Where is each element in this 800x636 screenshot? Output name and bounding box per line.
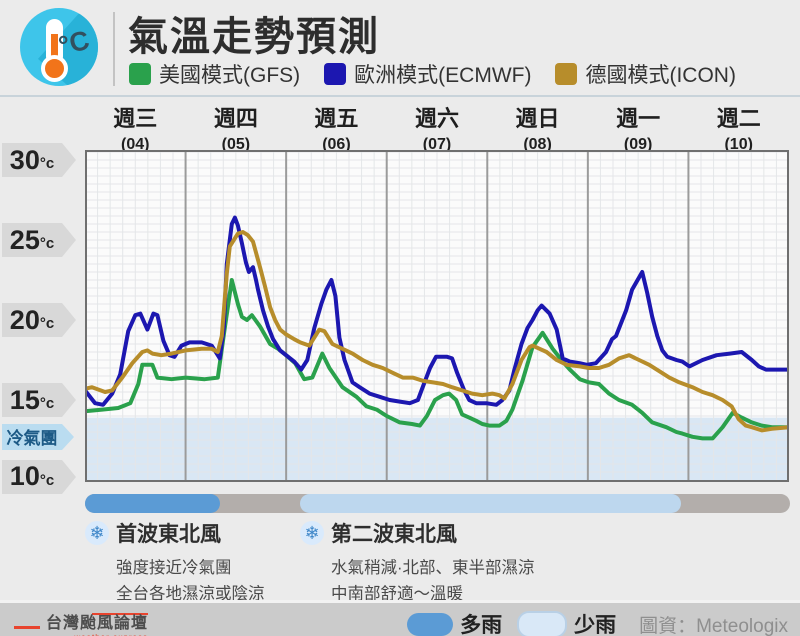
y-axis-tick-label: 25 °c [2,223,76,257]
annotation-body: 強度接近冷氣團 全台各地濕涼或陰涼 [116,556,265,607]
rain-legend: 多雨 少雨 圖資：Meteologix [407,609,788,636]
model-legend: 美國模式(GFS) 歐洲模式(ECMWF) 德國模式(ICON) [129,59,736,89]
day-date: (07) [422,136,452,153]
logo-dash [14,625,40,629]
day-label: 週五 (06) [286,101,387,154]
icon-model-label: 德國模式(ICON) [585,64,736,87]
cold-air-mass-label: 冷氣團 [2,423,74,450]
day-date: (06) [322,136,351,153]
day-name: 週六 [414,106,459,131]
day-label: 週六 (07) [387,101,488,154]
annotation-line: 全台各地濕涼或陰涼 [116,584,265,603]
annotation-title: ❄ 第二波東北風 [300,518,535,548]
snowflake-icon: ❄ [85,521,109,545]
ecmwf-swatch [324,63,347,85]
rain-light-bar [300,494,682,513]
heavy-rain-label: 多雨 [460,614,503,636]
logo-sub-text: weather express [74,633,148,636]
day-label: 週日 (08) [487,101,588,154]
day-name: 週五 [314,106,359,131]
gfs-line [85,278,789,441]
rain-heavy-bar [85,494,220,513]
light-rain-label: 少雨 [574,614,617,636]
day-date: (08) [523,136,552,153]
day-name: 週三 [113,106,158,131]
annotation-body: 水氣稍減·北部、東半部濕涼 中南部舒適～溫暖 [331,556,535,607]
legend-item-icon-model: 德國模式(ICON) [555,59,736,89]
page-title: 氣溫走勢預測 [128,15,380,59]
annotation-title-text: 第二波東北風 [331,523,457,546]
taiwan-typhoon-forum-logo: 台灣颱風論壇 weather express [14,613,149,636]
icon-line [85,230,789,433]
light-rain-pill [517,610,568,636]
day-name: 週四 [213,106,258,131]
day-date: (04) [121,136,150,153]
thermometer-bulb [41,55,68,82]
day-label: 週三 (04) [85,101,186,154]
thermometer-icon: °C [20,8,98,86]
snowflake-icon: ❄ [300,521,324,545]
header-rule [0,95,800,97]
logo-text: 台灣颱風論壇 weather express [46,613,149,636]
gfs-label: 美國模式(GFS) [159,64,301,87]
day-label: 週二 (10) [688,101,789,154]
annotation-line: 強度接近冷氣團 [116,559,232,577]
y-axis-tick-label: 20 °c [2,303,76,337]
y-axis-tick-label: 30 °c [2,143,76,177]
logo-main-text: 台灣颱風論壇 [46,615,149,632]
day-label: 週一 (09) [588,101,689,154]
day-date: (05) [221,136,251,153]
footer-bar: 台灣颱風論壇 weather express 多雨 少雨 圖資：Meteolog… [0,600,800,636]
day-name: 週一 [616,106,661,131]
gfs-swatch [129,63,151,85]
day-date: (10) [724,136,753,153]
annotation-line: 中南部舒適～溫暖 [331,584,463,603]
annotation-second-ne-wind: ❄ 第二波東北風 水氣稍減·北部、東半部濕涼 中南部舒適～溫暖 [300,518,535,607]
y-axis-tick-label: 15 °c [2,383,76,417]
y-axis-tick-label: 10 °c [2,459,76,494]
logo-topline [92,613,149,615]
data-source-credit: 圖資：Meteologix [639,615,788,636]
day-name: 週二 [716,106,761,131]
thermometer-mercury [51,34,58,62]
temperature-line-chart [85,150,789,482]
icon-model-swatch [555,63,578,85]
annotation-title-text: 首波東北風 [116,523,221,546]
chart-border [85,150,789,482]
heavy-rain-pill [407,612,454,636]
annotation-line: 水氣稍減·北部、東半部濕涼 [331,559,535,577]
legend-item-ecmwf: 歐洲模式(ECMWF) [324,59,531,89]
annotation-title: ❄ 首波東北風 [85,518,265,548]
day-date: (09) [623,136,653,153]
annotation-first-ne-wind: ❄ 首波東北風 強度接近冷氣團 全台各地濕涼或陰涼 [85,518,265,607]
day-name: 週日 [515,106,560,131]
day-label: 週四 (05) [186,101,287,154]
legend-item-gfs: 美國模式(GFS) [129,59,300,89]
header-divider [113,12,115,86]
ecmwf-label: 歐洲模式(ECMWF) [354,64,532,87]
